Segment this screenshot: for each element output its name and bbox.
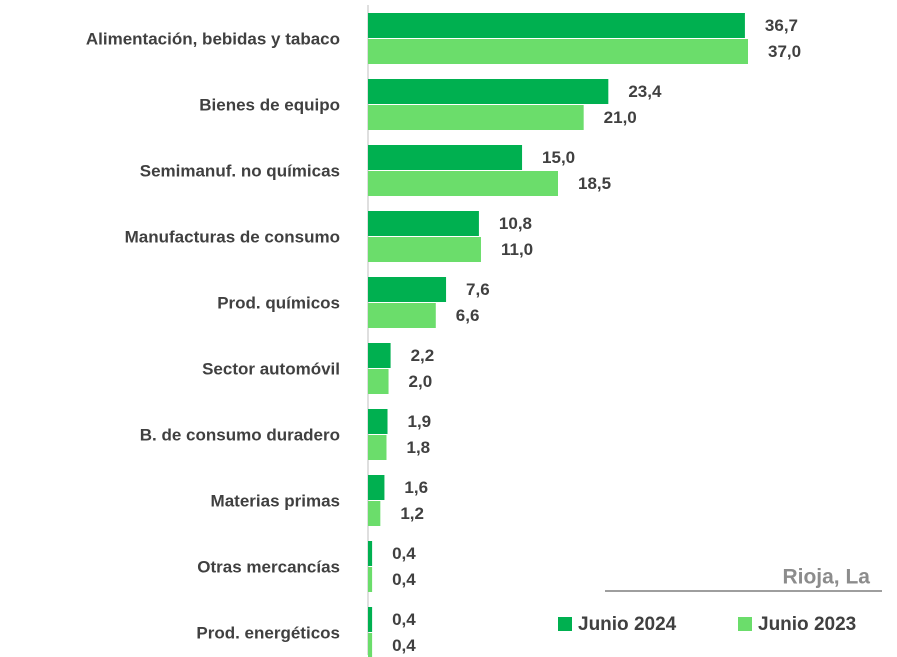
category-label: Materias primas — [211, 491, 340, 510]
value-label: 1,2 — [400, 504, 424, 523]
bar — [368, 13, 745, 38]
bar — [368, 343, 391, 368]
value-label: 1,9 — [408, 412, 432, 431]
legend-swatch — [558, 617, 572, 631]
value-label: 21,0 — [604, 108, 637, 127]
bar — [368, 475, 385, 500]
value-label: 18,5 — [578, 174, 611, 193]
bar — [368, 145, 523, 170]
legend-label: Junio 2024 — [578, 614, 677, 635]
bar — [368, 633, 373, 657]
value-label: 37,0 — [768, 42, 801, 61]
bar — [368, 607, 373, 632]
bar — [368, 105, 584, 130]
value-label: 0,4 — [392, 636, 416, 655]
category-label: Semimanuf. no químicas — [140, 161, 340, 180]
bar — [368, 409, 388, 434]
category-label: Otras mercancías — [197, 557, 340, 576]
bar — [368, 79, 609, 104]
category-label: Manufacturas de consumo — [125, 227, 340, 246]
bar — [368, 541, 373, 566]
value-label: 2,2 — [411, 346, 435, 365]
value-label: 1,8 — [406, 438, 430, 457]
category-label: B. de consumo duradero — [140, 425, 340, 444]
bar — [368, 237, 481, 262]
value-label: 10,8 — [499, 214, 532, 233]
legend-label: Junio 2023 — [758, 614, 856, 635]
category-label: Prod. químicos — [217, 293, 340, 312]
bar — [368, 39, 748, 64]
value-label: 6,6 — [456, 306, 480, 325]
category-label: Alimentación, bebidas y tabaco — [86, 29, 340, 48]
value-label: 2,0 — [409, 372, 433, 391]
annotation: Rioja, La — [782, 566, 870, 589]
bar — [368, 567, 373, 592]
value-label: 23,4 — [628, 82, 662, 101]
bar — [368, 277, 447, 302]
value-label: 11,0 — [501, 240, 533, 259]
category-label: Prod. energéticos — [196, 623, 340, 642]
bar — [368, 501, 381, 526]
bar — [368, 369, 389, 394]
value-label: 15,0 — [542, 148, 575, 167]
bar — [368, 435, 387, 460]
value-label: 0,4 — [392, 544, 416, 563]
value-label: 0,4 — [392, 610, 416, 629]
value-label: 7,6 — [466, 280, 490, 299]
category-label: Bienes de equipo — [199, 95, 340, 114]
bar — [368, 211, 479, 236]
value-label: 1,6 — [404, 478, 428, 497]
category-label: Sector automóvil — [202, 359, 340, 378]
value-label: 0,4 — [392, 570, 416, 589]
bar — [368, 303, 436, 328]
legend-swatch — [738, 617, 752, 631]
bar — [368, 171, 558, 196]
value-label: 36,7 — [765, 16, 798, 35]
